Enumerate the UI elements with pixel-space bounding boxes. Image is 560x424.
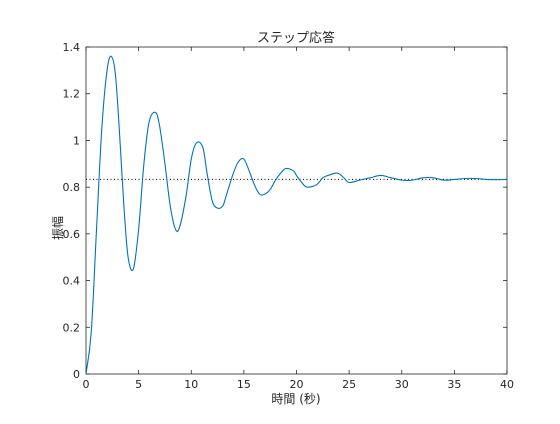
y-tick-label: 0.8 <box>63 181 81 194</box>
step-response-line <box>85 55 508 375</box>
y-tick-label: 0 <box>73 368 80 381</box>
y-tick-label: 0.2 <box>63 321 81 334</box>
plot-area-box <box>85 46 508 375</box>
x-tick-label: 5 <box>135 378 142 391</box>
y-axis-label: 振幅 <box>50 216 65 240</box>
y-tick-label: 0.6 <box>63 228 81 241</box>
x-tick-label: 25 <box>342 378 356 391</box>
x-tick-label: 20 <box>290 378 304 391</box>
y-tick-label: 1.2 <box>63 88 81 101</box>
x-tick-label: 35 <box>447 378 461 391</box>
x-axis-label: 時間 (秒) <box>271 392 320 406</box>
axes: 0 5 10 15 20 25 30 35 40 0 0.2 0.4 0.6 0.8 1 1.2 1.4 <box>63 41 515 391</box>
x-tick-label: 40 <box>500 378 514 391</box>
x-tick-label: 30 <box>395 378 409 391</box>
chart-title: ステップ応答 <box>257 30 335 46</box>
y-tick-label: 1.4 <box>63 41 81 54</box>
x-tick-label: 10 <box>184 378 198 391</box>
x-tick-label: 15 <box>237 378 251 391</box>
y-tick-label: 1 <box>73 134 80 147</box>
y-tick-label: 0.4 <box>63 275 81 288</box>
x-tick-label: 0 <box>83 378 90 391</box>
